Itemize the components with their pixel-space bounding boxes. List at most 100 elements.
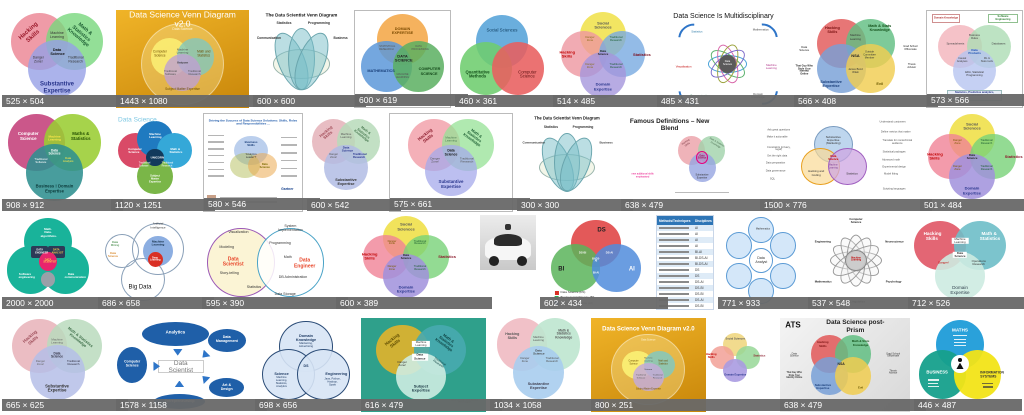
- thumbnail-social-hacking-stats[interactable]: Social Sciences Danger Zone Traditional Re…: [553, 10, 669, 108]
- dimension-badge: 638 × 479: [780, 399, 926, 411]
- table-header-cell: Methods/Techniques: [659, 218, 691, 223]
- thumb-label: Computer Science: [17, 130, 39, 141]
- unreadable-text-bar: [659, 227, 689, 229]
- thumb-label: BUSINESS: [926, 370, 948, 376]
- thumbnail-muted-classic-venn-2[interactable]: Hacking Skills Math & Statistics Knowledg…: [2, 318, 128, 412]
- thumbnail-v2-wide-pair[interactable]: Data Science Venn Diagram v2.0 Data Scien…: [591, 318, 792, 412]
- venn-circle: [382, 253, 430, 298]
- thumb-label: Modeling: [219, 245, 234, 250]
- thumbnail-big-data-circles[interactable]: Artificial Intelligence Machine Learning D…: [98, 215, 214, 310]
- thumbnail-petal-venn[interactable]: The Data Scientist Venn Diagram Statistic…: [253, 10, 366, 108]
- thumbnail-data-products-venn[interactable]: Domain Knowledge Software Engineering Spre…: [926, 10, 1024, 108]
- thumb-label: Traditional Research: [187, 68, 201, 76]
- table-cell: DS-AI: [694, 280, 704, 284]
- thumbnail-multidisciplinary[interactable]: Data Science Is Multidisciplinary Data Sc…: [657, 10, 806, 108]
- thumb-label: Evil: [858, 384, 864, 389]
- dimension-badge: 600 × 600: [253, 95, 366, 107]
- thumb-label: Spreadsheets: [946, 41, 965, 46]
- thumb-label: Data Science: [799, 45, 810, 53]
- thumbnail-cs-maths-business[interactable]: Computer Science Maths & Statistics Machin…: [2, 113, 123, 212]
- thumb-label: NSA: [851, 52, 860, 58]
- dimension-badge: 800 × 251: [591, 399, 792, 411]
- thumbnail-nsa-parody-venn[interactable]: Hacking Skills Math & Stats Knowledge Subs…: [794, 10, 938, 108]
- thumbnail-famous-definitions[interactable]: Famous Definitions – New Blend Hacking Sk…: [621, 113, 772, 212]
- thumbnail-unicorn-venn[interactable]: Data Science Computer Science Machine Lear…: [111, 113, 215, 212]
- thumb-label: Data Engineer: [293, 257, 316, 270]
- thumb-label: Data Scientist: [222, 256, 244, 268]
- thumbnail-teal-slide-venn[interactable]: Hacking Skills Math & Statistics Knowledg…: [361, 318, 502, 412]
- thumb-label: Data Analysis: [62, 155, 74, 163]
- thumb-label: Traditional Research: [459, 156, 474, 164]
- thumb-label: Machine Learning: [411, 341, 431, 348]
- thumbnail-maths-business-is[interactable]: MATHS BUSINESS INFORMATION SYSTEMS 446 × 48…: [914, 318, 1022, 412]
- venn-circle: [29, 345, 85, 400]
- venn-circle: [580, 51, 626, 98]
- thumbnail-self-driving-car-photo[interactable]: [480, 215, 536, 270]
- thumbnail-muted-classic-venn[interactable]: Hacking Skills Math & Statistics Knowledg…: [307, 113, 401, 212]
- thumb-label: Machine Learning: [48, 134, 61, 142]
- thumbnail-hacking-math-domain[interactable]: Hacking Skills Math & Statistics Machine L…: [908, 215, 1024, 310]
- venn-circle: [248, 152, 278, 179]
- thumb-label: Business: [599, 140, 613, 145]
- thumb-label: Data Management: [215, 334, 238, 343]
- thumbnail-venn-v2[interactable]: Data Science Venn Diagram v2.0 Data Scien…: [116, 10, 265, 108]
- thumb-label: Hacking Skills: [505, 331, 520, 340]
- dimension-badge: 602 × 434: [540, 297, 668, 309]
- thumbnail-data-scientist-ovals[interactable]: Analytics Computer Science Data Management…: [116, 318, 267, 412]
- thumbnail-scientist-engineer-circles[interactable]: Visualization Modeling Data Scientist Story…: [202, 215, 348, 310]
- shape: [954, 345, 966, 347]
- thumbnail-social-4circle-wide[interactable]: Social Sciences Hacking Skills Statistics D…: [336, 215, 492, 310]
- thumbnail-annotated-venn[interactable]: Substantive Expertise (Marketing) Hacking…: [760, 113, 932, 212]
- thumbnail-social-quant-cs[interactable]: Social Sciences Quantitative Methods Compu…: [455, 10, 565, 108]
- thumbnail-social-4circle[interactable]: Social Sciences Hacking Skills Statistics D…: [920, 113, 1024, 212]
- unreadable-text-bar: [659, 275, 689, 277]
- thumbnail-framed-classic-venn[interactable]: Hacking Skills Math & Statistics Knowledg…: [389, 113, 530, 212]
- thumbnail-canvas: Hacking Skills Math & Statistics Knowledg…: [490, 318, 587, 412]
- thumbnail-pastel-classic-venn[interactable]: Hacking Skills Math & Statistics Knowledg…: [490, 318, 603, 412]
- thumb-label: Danger Zone!: [397, 359, 407, 368]
- thumbnail-petal-venn-small[interactable]: The Data Scientist Venn Diagram Statistic…: [517, 113, 633, 212]
- thumbnail-ats-post-prism[interactable]: ATS Data Science post-Prism Hacking Skills…: [780, 318, 926, 412]
- thumb-label: Social Sciences: [963, 121, 981, 131]
- shape: [953, 341, 967, 344]
- table-cell: BI-DS-AI: [694, 262, 708, 266]
- thumb-label: Data Scientist: [168, 359, 194, 374]
- dimension-badge: 1120 × 1251: [111, 199, 215, 211]
- thumbnail-domain-math-cs[interactable]: DOMAIN EXPERTISE MATHEMATICS COMPUTER SCIE…: [354, 10, 468, 108]
- thumb-label: Mathematics: [752, 27, 769, 32]
- thumbnail-methods-table[interactable]: Methods/Techniques Disciplines AI AI AI AI BI-…: [656, 215, 714, 310]
- dimension-badge: 638 × 479: [621, 199, 772, 211]
- thumb-label: DATA ANALYST: [51, 248, 64, 255]
- thumbnail-grey-petal-venn[interactable]: Computer Science Engineering Neuroscience M…: [808, 215, 920, 310]
- shape: [927, 379, 939, 381]
- thumb-label: Domain Expertise: [950, 285, 970, 296]
- table-row: BI-DS-AI: [657, 261, 713, 267]
- thumb-label: Data Science: [533, 348, 545, 356]
- thumbnail-gartner-slide[interactable]: Driving the Success of Data Science Solu…: [203, 113, 320, 212]
- thumbnail-engineer-analyst-scientist[interactable]: Math. Data. algorithms. DATA ENGINEER DATA…: [2, 215, 110, 310]
- thumb-label: Data Analyst: [755, 255, 768, 264]
- thumb-label: That Guy Who Stole Your Identity Online: [795, 64, 814, 76]
- shape: [207, 148, 224, 150]
- unreadable-text-bar: [659, 281, 689, 283]
- results-row: Hacking Skills Math & Statistics Knowledg…: [2, 10, 1024, 108]
- thumb-label: James Bond Villain: [848, 67, 863, 74]
- thumb-label: NSA: [837, 362, 845, 367]
- thumbnail-classic-venn[interactable]: Hacking Skills Math & Statistics Knowledg…: [2, 10, 128, 108]
- thumb-label: Visualization: [675, 64, 692, 69]
- dimension-badge: 446 × 487: [914, 399, 1022, 411]
- thumb-label: Communication: [522, 140, 546, 145]
- thumb-label: EDA, Statistical Programming: [965, 71, 984, 78]
- thumbnail-ds-bi-ai[interactable]: DS BI AI DS-BI DS-AI BI-DS-AI BI-AI Data Scienc…: [540, 215, 668, 310]
- thumbnail-science-engineering-domain[interactable]: Domain Knowledge Marketing, Advertising Sc…: [255, 318, 373, 412]
- table-cell: [657, 251, 694, 253]
- thumb-label: Data Science: [341, 145, 354, 153]
- thumb-label: COMPUTER SCIENCE: [418, 67, 441, 76]
- unreadable-text-bar: [659, 257, 689, 259]
- thumb-label: Model fitting: [884, 172, 899, 176]
- thumb-label: Data Science post-Prism: [826, 319, 885, 334]
- thumbnail-data-analyst-flower[interactable]: Data Analyst Mathematics 771 × 933: [718, 215, 820, 310]
- thumb-label: Traditional Research: [67, 359, 80, 367]
- results-row: Computer Science Maths & Statistics Machin…: [2, 113, 1024, 212]
